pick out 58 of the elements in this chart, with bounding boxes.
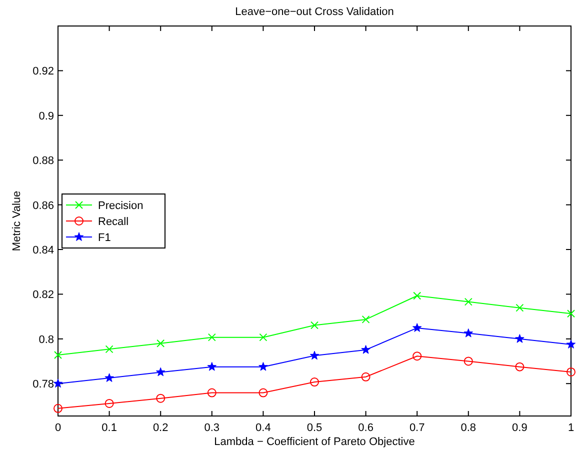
x-tick-label: 0.4 [256, 422, 271, 434]
x-tick-label: 1 [568, 422, 574, 434]
y-tick-label: 0.82 [32, 289, 54, 302]
point [207, 388, 216, 398]
x-tick-label: 0.5 [306, 422, 322, 434]
y-tick-label: 0.9 [38, 110, 54, 122]
point [412, 352, 422, 361]
point [156, 339, 165, 348]
point [566, 367, 576, 376]
legend-label: F1 [98, 232, 111, 244]
point [515, 362, 524, 372]
point [362, 315, 370, 324]
point [464, 298, 472, 306]
legend-label: Precision [98, 200, 144, 212]
chart-title: Leave−one−out Cross Validation [235, 6, 394, 18]
x-tick-label: 0 [54, 422, 62, 434]
y-tick-label: 0.84 [32, 244, 54, 256]
x-tick-label: 0.9 [512, 422, 528, 434]
y-axis-title: Metric Value [11, 190, 23, 252]
point [464, 356, 473, 366]
point [361, 344, 370, 354]
point [104, 373, 114, 382]
point [413, 292, 422, 300]
y-tick-label: 0.78 [32, 378, 54, 391]
point [515, 334, 524, 343]
point [259, 333, 268, 342]
x-tick-label: 0.1 [102, 422, 117, 434]
point [258, 362, 268, 371]
x-tick-label: 0.3 [204, 422, 220, 434]
x-tick-label: 0.8 [460, 422, 476, 434]
point [104, 398, 114, 408]
y-tick-label: 0.86 [32, 200, 54, 212]
point [566, 340, 576, 348]
point [361, 372, 370, 382]
point [156, 394, 166, 403]
point [464, 328, 474, 338]
y-tick-label: 0.88 [32, 155, 54, 168]
point [516, 304, 524, 312]
point [207, 362, 217, 371]
x-axis-title: Lambda − Coefficient of Pareto Objective [214, 436, 415, 448]
x-tick-label: 0.2 [152, 422, 168, 434]
y-tick-label: 0.92 [32, 66, 54, 78]
point [54, 404, 62, 413]
point [310, 378, 319, 387]
point [105, 345, 114, 354]
point [156, 367, 166, 376]
point [54, 350, 62, 359]
point [567, 310, 575, 318]
point [310, 321, 318, 330]
x-tick-label: 0.6 [358, 422, 374, 434]
point [412, 323, 422, 332]
x-tick-label: 0.7 [409, 422, 425, 434]
y-tick-label: 0.8 [38, 334, 54, 346]
point [258, 388, 268, 398]
legend-label: Recall [98, 216, 129, 228]
point [53, 378, 63, 388]
point [208, 333, 216, 342]
point [310, 350, 320, 360]
